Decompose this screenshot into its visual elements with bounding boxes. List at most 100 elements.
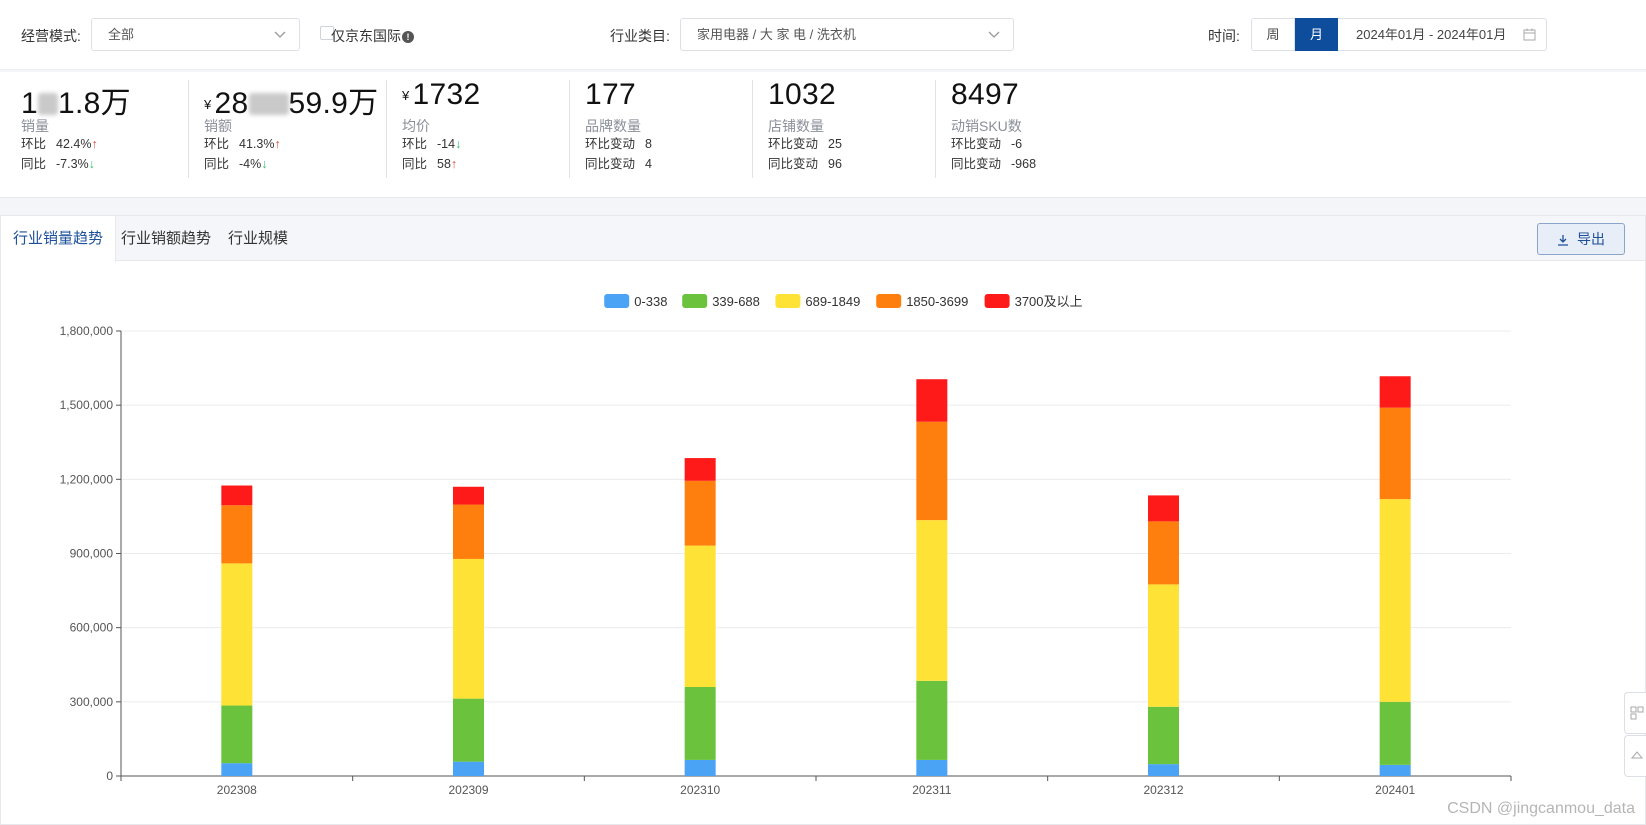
tab-industry-amount-trend[interactable]: 行业销额趋势 xyxy=(121,230,212,247)
yoy-value: 96 xyxy=(828,157,842,171)
kpi-brand-count: 177 品牌数量 环比变动 8 同比变动 4 xyxy=(585,72,745,196)
info-icon[interactable]: ! xyxy=(402,31,414,43)
chart-panel: 行业销量趋势 行业销额趋势 行业规模 导出 0 300,000 600,000 900… xyxy=(0,215,1646,825)
bar-segment xyxy=(221,505,253,564)
mom-label: 环比 xyxy=(402,137,428,151)
bar-segment xyxy=(684,687,716,760)
mom-value: 8 xyxy=(645,137,652,151)
calendar-icon xyxy=(1523,28,1536,41)
kpi-label: 店铺数量 xyxy=(768,118,824,134)
tab-industry-volume-trend[interactable]: 行业销量趋势 xyxy=(1,216,117,262)
bar-segment xyxy=(684,458,716,481)
yoy-value: -968 xyxy=(1011,157,1037,171)
arrow-up-icon: ↑ xyxy=(274,137,281,151)
category-label: 行业类目: xyxy=(610,28,670,44)
mom-value: -14 xyxy=(437,137,456,151)
kpi-sales-volume: 1 1.8万 销量 环比 42.4%↑ 同比 -7.3%↓ xyxy=(21,72,181,196)
y-tick-label: 600,000 xyxy=(70,621,114,635)
bar-segment xyxy=(221,705,253,764)
side-top-button[interactable] xyxy=(1624,735,1646,777)
jd-intl-label: 仅京东国际! xyxy=(331,26,414,46)
currency-symbol: ¥ xyxy=(402,88,410,103)
chevron-down-icon xyxy=(274,31,286,38)
stacked-bar-chart: 0 300,000 600,000 900,000 1,200,000 1,500,000… xyxy=(60,294,1512,797)
bar-segment xyxy=(916,520,948,681)
arrow-up-icon: ↑ xyxy=(450,157,458,171)
kpi-yoy: 同比 -7.3%↓ xyxy=(21,153,95,172)
mom-label: 环比变动 xyxy=(951,137,1002,151)
bar-segment xyxy=(916,379,948,422)
x-tick-label: 202310 xyxy=(680,783,720,797)
arrow-down-icon: ↓ xyxy=(455,137,462,151)
kpi-sales-amount: ¥28 59.9万 销额 环比 41.3%↑ 同比 -4%↓ xyxy=(204,72,384,196)
kpi-mom: 环比 -14↓ xyxy=(402,133,461,152)
yoy-label: 同比 xyxy=(21,157,47,171)
y-tick-label: 900,000 xyxy=(70,547,114,561)
legend-swatch xyxy=(876,294,902,308)
kpi-mom: 环比变动 -6 xyxy=(951,133,1022,152)
kpi-value-prefix: 28 xyxy=(214,87,249,120)
kpi-value: 177 xyxy=(585,78,636,111)
mode-label: 经营模式: xyxy=(21,28,81,44)
mom-value: 41.3% xyxy=(239,137,275,151)
mode-select-value: 全部 xyxy=(108,27,135,42)
divider xyxy=(386,80,387,178)
export-button[interactable]: 导出 xyxy=(1537,223,1625,255)
filter-bar: 经营模式: 全部 仅京东国际! 行业类目: 家用电器 / 大 家 电 / 洗衣机… xyxy=(0,0,1646,70)
mom-label: 环比 xyxy=(204,137,230,151)
mom-label: 环比变动 xyxy=(768,137,819,151)
kpi-value: ¥28 59.9万 xyxy=(204,78,378,122)
kpi-bar: 1 1.8万 销量 环比 42.4%↑ 同比 -7.3%↓ ¥28 59.9万 销额 环… xyxy=(0,72,1646,198)
kpi-label: 销额 xyxy=(204,118,232,134)
kpi-label: 均价 xyxy=(402,118,430,134)
week-toggle[interactable]: 周 xyxy=(1251,18,1295,51)
yoy-value: 4 xyxy=(645,157,652,171)
bar-segment xyxy=(684,759,716,776)
legend-swatch xyxy=(984,294,1010,308)
jd-intl-text: 仅京东国际 xyxy=(331,28,401,44)
yoy-value: -7.3% xyxy=(56,157,89,171)
jd-intl-checkbox[interactable] xyxy=(320,26,334,40)
kpi-sku-count: 8497 动销SKU数 环比变动 -6 同比变动 -968 xyxy=(951,72,1111,196)
divider xyxy=(752,80,753,178)
grid-icon xyxy=(1630,706,1644,720)
legend-swatch xyxy=(682,294,708,308)
bar-segment xyxy=(1379,701,1411,765)
mom-value: 42.4% xyxy=(56,137,92,151)
bar-segment xyxy=(221,563,253,706)
kpi-label: 销量 xyxy=(21,118,49,134)
y-tick-label: 300,000 xyxy=(70,695,114,709)
bar-segment xyxy=(1379,499,1411,702)
date-range-value: 2024年01月 - 2024年01月 xyxy=(1356,27,1507,42)
y-tick-label: 1,800,000 xyxy=(60,324,114,338)
divider xyxy=(935,80,936,178)
arrow-down-icon: ↓ xyxy=(88,157,95,171)
y-tick-label: 1,500,000 xyxy=(60,398,114,412)
category-select[interactable]: 家用电器 / 大 家 电 / 洗衣机 xyxy=(680,18,1014,51)
bar-segment xyxy=(453,761,484,776)
kpi-mom: 环比变动 8 xyxy=(585,133,652,152)
divider xyxy=(188,80,189,178)
kpi-value: ¥1732 xyxy=(402,78,480,112)
mode-select[interactable]: 全部 xyxy=(91,18,300,51)
arrow-down-icon: ↓ xyxy=(261,157,268,171)
redacted-blur xyxy=(248,93,289,115)
watermark: CSDN @jingcanmou_data xyxy=(1447,800,1635,817)
category-select-value: 家用电器 / 大 家 电 / 洗衣机 xyxy=(697,27,856,42)
bar-segment xyxy=(1148,495,1179,522)
bar-segment xyxy=(221,485,253,506)
kpi-label: 品牌数量 xyxy=(585,118,641,134)
month-toggle[interactable]: 月 xyxy=(1295,18,1338,51)
bar-segment xyxy=(916,680,948,760)
bar-segment xyxy=(916,421,948,521)
bar-segment xyxy=(1379,407,1411,500)
divider xyxy=(569,80,570,178)
legend-label: 689-1849 xyxy=(805,294,860,309)
yoy-label: 同比变动 xyxy=(768,157,819,171)
kpi-mom: 环比 42.4%↑ xyxy=(21,133,98,152)
side-grid-button[interactable] xyxy=(1624,692,1646,734)
bar-segment xyxy=(1148,521,1179,585)
tab-industry-scale[interactable]: 行业规模 xyxy=(228,230,289,247)
date-range-picker[interactable]: 2024年01月 - 2024年01月 xyxy=(1338,18,1547,51)
bar-segment xyxy=(221,763,253,776)
